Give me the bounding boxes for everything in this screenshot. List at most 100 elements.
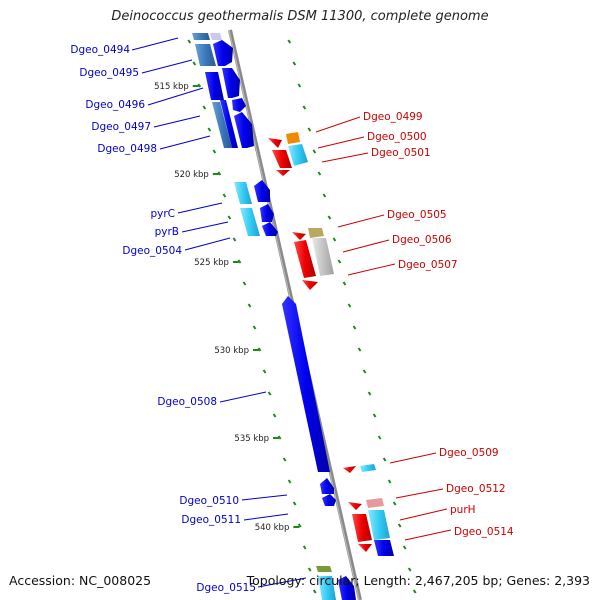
tick-mark-right: [382, 457, 387, 462]
tick-mark-right: [412, 589, 417, 594]
tick-mark-right: [377, 435, 382, 440]
tick-mark-left: [212, 149, 217, 154]
gene-label-pyrb[interactable]: pyrB: [155, 226, 179, 238]
gene-label-dgeo-0500[interactable]: Dgeo_0500: [367, 131, 427, 143]
gene-dgeo-0506[interactable]: [294, 240, 316, 278]
gene-label-dgeo-0515[interactable]: Dgeo_0515: [196, 582, 256, 594]
gene-label-dgeo-0511[interactable]: Dgeo_0511: [181, 514, 241, 526]
gene-label-dgeo-0496[interactable]: Dgeo_0496: [85, 99, 145, 111]
gene-dgeo-0500[interactable]: [272, 150, 292, 168]
gene-dgeo-0494[interactable]: [192, 33, 210, 40]
gene-dgeo-0510[interactable]: [320, 478, 334, 494]
gene-label-dgeo-0505[interactable]: Dgeo_0505: [387, 209, 447, 221]
tick-mark-right: [352, 325, 357, 330]
gene-dgeo-0515b[interactable]: [318, 576, 336, 600]
gene-label-dgeo-0507[interactable]: Dgeo_0507: [398, 259, 458, 271]
gene-dgeo-0512a[interactable]: [348, 502, 362, 510]
gene-label-dgeo-0499[interactable]: Dgeo_0499: [363, 111, 423, 123]
gene-pyrc[interactable]: [234, 182, 252, 204]
gene-label-dgeo-0508[interactable]: Dgeo_0508: [157, 396, 217, 408]
tick-mark-left: [287, 479, 292, 484]
gene-label-pyrc[interactable]: pyrC: [150, 208, 175, 220]
gene-dgeo-0496b[interactable]: [222, 68, 240, 98]
topology-summary: Topology: circular; Length: 2,467,205 bp…: [246, 573, 590, 588]
scale-label: 540 kbp: [255, 523, 290, 533]
tick-mark-left: [292, 501, 297, 506]
gene-dgeo-0504[interactable]: [262, 222, 278, 236]
gene-label-dgeo-0495[interactable]: Dgeo_0495: [79, 67, 139, 79]
gene-label-dgeo-0504[interactable]: Dgeo_0504: [122, 245, 182, 257]
gene-dgeo-0515[interactable]: [316, 566, 332, 572]
gene-dgeo-0498[interactable]: [220, 100, 238, 148]
gene-dgeo-0515c[interactable]: [338, 576, 356, 600]
gene-dgeo-0512b[interactable]: [366, 498, 384, 508]
gene-label-dgeo-0501[interactable]: Dgeo_0501: [371, 147, 431, 159]
tick-mark-left: [257, 347, 262, 352]
gene-dgeo-0494b[interactable]: [210, 33, 222, 40]
gene-dgeo-0506b[interactable]: [312, 238, 334, 276]
tick-mark-right: [302, 105, 307, 110]
tick-mark-left: [307, 567, 312, 572]
gene-pyrb-b[interactable]: [260, 204, 274, 222]
gene-dgeo-0507[interactable]: [302, 280, 318, 290]
tick-mark-left: [312, 589, 317, 594]
tick-mark-left: [272, 413, 277, 418]
gene-label-dgeo-0512[interactable]: Dgeo_0512: [446, 483, 506, 495]
scale-labels: 515 kbp 520 kbp 525 kbp 530 kbp 535 kbp 540 k…: [154, 82, 300, 533]
forward-leaders: [131, 37, 307, 588]
gene-label-dgeo-0498[interactable]: Dgeo_0498: [97, 143, 157, 155]
gene-label-dgeo-0514[interactable]: Dgeo_0514: [454, 526, 514, 538]
gene-dgeo-0501[interactable]: [276, 170, 290, 176]
gene-label-purh[interactable]: purH: [450, 504, 476, 516]
gene-dgeo-0505[interactable]: [292, 232, 306, 240]
gene-dgeo-0500a[interactable]: [286, 132, 300, 144]
tick-mark-right: [347, 303, 352, 308]
genome-title: Deinococcus geothermalis DSM 11300, comp…: [111, 9, 489, 24]
tick-mark-right: [332, 237, 337, 242]
gene-label-dgeo-0497[interactable]: Dgeo_0497: [91, 121, 151, 133]
gene-dgeo-0508[interactable]: [282, 296, 330, 472]
tick-mark-right: [357, 347, 362, 352]
tick-mark-right: [297, 83, 302, 88]
tick-mark-right: [392, 501, 397, 506]
gene-dgeo-0509b[interactable]: [360, 464, 376, 472]
gene-dgeo-0514b[interactable]: [374, 540, 394, 556]
tick-mark-left: [192, 61, 197, 66]
gene-dgeo-0499[interactable]: [268, 138, 282, 148]
gene-dgeo-0496[interactable]: [205, 72, 224, 100]
tick-mark-left: [297, 523, 302, 528]
gene-purh-b[interactable]: [368, 510, 390, 540]
gene-dgeo-0497[interactable]: [212, 102, 232, 148]
tick-mark-left: [242, 281, 247, 286]
tick-mark-left: [227, 215, 232, 220]
gene-dgeo-0500b[interactable]: [288, 144, 308, 166]
gene-purh[interactable]: [352, 514, 372, 542]
scale-label: 535 kbp: [234, 434, 269, 444]
tick-mark-right: [322, 193, 327, 198]
gene-dgeo-0509[interactable]: [343, 466, 356, 473]
gene-label-dgeo-0506[interactable]: Dgeo_0506: [392, 234, 452, 246]
tick-mark-left: [197, 83, 202, 88]
tick-mark-right: [402, 545, 407, 550]
tick-mark-left: [187, 39, 192, 44]
gene-label-dgeo-0510[interactable]: Dgeo_0510: [179, 495, 239, 507]
gene-dgeo-0498b[interactable]: [234, 112, 254, 148]
gene-dgeo-0505b[interactable]: [308, 228, 324, 238]
gene-dgeo-0511[interactable]: [322, 494, 336, 506]
gene-label-dgeo-0509[interactable]: Dgeo_0509: [439, 447, 499, 459]
gene-pyrc-b[interactable]: [254, 180, 270, 202]
gene-pyrb[interactable]: [240, 208, 260, 236]
tick-mark-right: [337, 259, 342, 264]
tick-mark-right: [292, 61, 297, 66]
tick-mark-right: [307, 127, 312, 132]
tick-mark-left: [267, 391, 272, 396]
tick-mark-left: [247, 303, 252, 308]
gene-dgeo-0495[interactable]: [195, 44, 216, 66]
tick-mark-left: [222, 193, 227, 198]
tick-mark-right: [287, 39, 292, 44]
gene-dgeo-0495b[interactable]: [213, 40, 233, 66]
gene-dgeo-0496c[interactable]: [232, 98, 246, 112]
gene-label-dgeo-0494[interactable]: Dgeo_0494: [70, 44, 130, 56]
gene-dgeo-0514a[interactable]: [358, 544, 372, 552]
